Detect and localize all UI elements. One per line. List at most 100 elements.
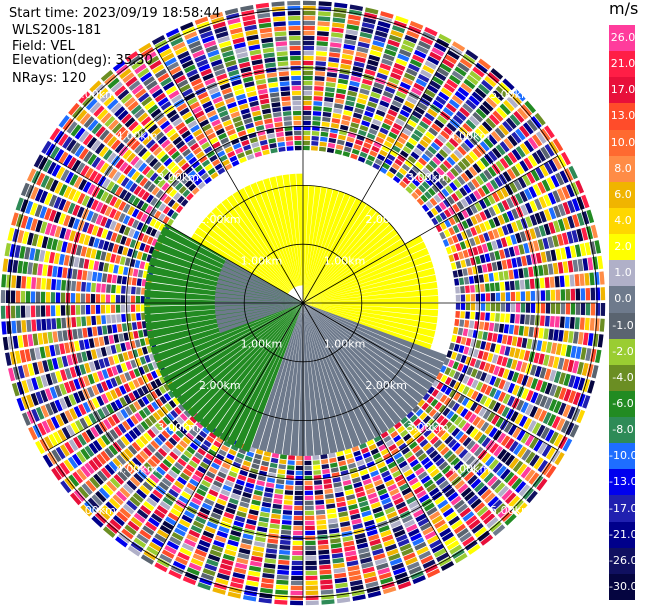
noise-gate [461, 220, 469, 230]
noise-gate [31, 233, 39, 247]
noise-gate [455, 261, 462, 269]
noise-gate [304, 480, 313, 486]
noise-gate [402, 176, 411, 185]
noise-gate [32, 362, 40, 375]
noise-gate [456, 201, 465, 211]
noise-gate [432, 411, 441, 421]
velocity-ray [176, 303, 303, 406]
noise-gate [403, 519, 416, 528]
noise-gate [287, 10, 301, 16]
noise-gate [576, 212, 585, 226]
noise-gate [178, 185, 187, 194]
noise-gate [87, 183, 96, 195]
noise-gate [453, 460, 464, 471]
noise-gate [289, 50, 301, 56]
noise-gate [343, 448, 352, 455]
noise-gate [10, 305, 16, 319]
noise-gate [548, 221, 556, 234]
noise-gate [503, 99, 515, 112]
noise-gate [160, 120, 171, 130]
noise-gate [539, 164, 549, 177]
noise-gate [100, 467, 112, 479]
noise-gate [524, 100, 537, 114]
noise-gate [464, 169, 474, 180]
noise-gate [576, 228, 584, 242]
noise-gate [66, 242, 73, 254]
noise-gate [543, 354, 550, 366]
noise-gate [495, 85, 508, 98]
noise-gate [88, 236, 96, 247]
noise-gate [101, 406, 110, 417]
noise-gate [391, 145, 401, 153]
noise-gate [166, 208, 175, 217]
noise-gate [39, 206, 48, 219]
noise-gate [513, 245, 520, 256]
noise-gate [99, 129, 110, 141]
noise-gate [441, 58, 455, 69]
noise-gate [290, 595, 303, 601]
noise-gate [319, 564, 331, 570]
noise-gate [436, 414, 445, 424]
noise-gate [194, 548, 207, 558]
noise-gate [135, 438, 145, 449]
noise-gate [69, 230, 77, 242]
noise-gate [540, 251, 547, 263]
noise-gate [110, 139, 121, 151]
noise-gate [533, 457, 544, 470]
noise-gate [150, 197, 159, 207]
velocity-ray [212, 303, 303, 438]
colorbar-segment [609, 181, 635, 209]
noise-gate [541, 179, 551, 192]
noise-gate [95, 348, 103, 358]
noise-gate [55, 305, 61, 316]
noise-gate [540, 426, 550, 440]
range-ring-label: 3.00km [157, 171, 199, 184]
noise-gate [130, 415, 139, 425]
noise-gate [122, 352, 130, 361]
noise-gate [437, 428, 446, 438]
noise-gate [51, 449, 62, 463]
noise-gate [127, 444, 138, 456]
noise-gate [186, 69, 198, 78]
velocity-ray [214, 292, 303, 303]
noise-gate [436, 552, 450, 563]
noise-gate [410, 532, 423, 542]
noise-gate [360, 505, 371, 513]
noise-gate [197, 181, 206, 190]
noise-gate [263, 113, 272, 120]
noise-gate [77, 390, 86, 402]
noise-gate [154, 562, 168, 573]
noise-gate [322, 468, 330, 475]
noise-gate [350, 75, 361, 83]
noise-gate [515, 481, 527, 494]
noise-gate [287, 5, 301, 11]
noise-gate [262, 108, 272, 115]
noise-gate [151, 238, 159, 247]
noise-gate [267, 133, 276, 139]
noise-gate [488, 322, 495, 332]
noise-gate [100, 191, 109, 202]
noise-gate [58, 115, 70, 128]
noise-gate [98, 146, 109, 158]
noise-gate [278, 464, 286, 470]
noise-gate [39, 190, 49, 204]
noise-gate [449, 182, 458, 192]
noise-gate [63, 186, 73, 199]
noise-gate [142, 525, 155, 536]
noise-gate [152, 64, 165, 75]
noise-gate [227, 591, 242, 599]
noise-gate [51, 279, 57, 291]
noise-gate [431, 184, 440, 193]
noise-gate [120, 467, 132, 478]
noise-gate [442, 407, 451, 417]
noise-gate [525, 451, 536, 464]
noise-gate [444, 54, 458, 65]
noise-gate [558, 372, 566, 385]
noise-gate [137, 347, 144, 357]
noise-gate [114, 375, 123, 386]
noise-gate [357, 464, 367, 471]
noise-gate [96, 395, 105, 407]
noise-gate [242, 460, 252, 467]
noise-gate [64, 171, 75, 184]
noise-gate [288, 30, 301, 36]
